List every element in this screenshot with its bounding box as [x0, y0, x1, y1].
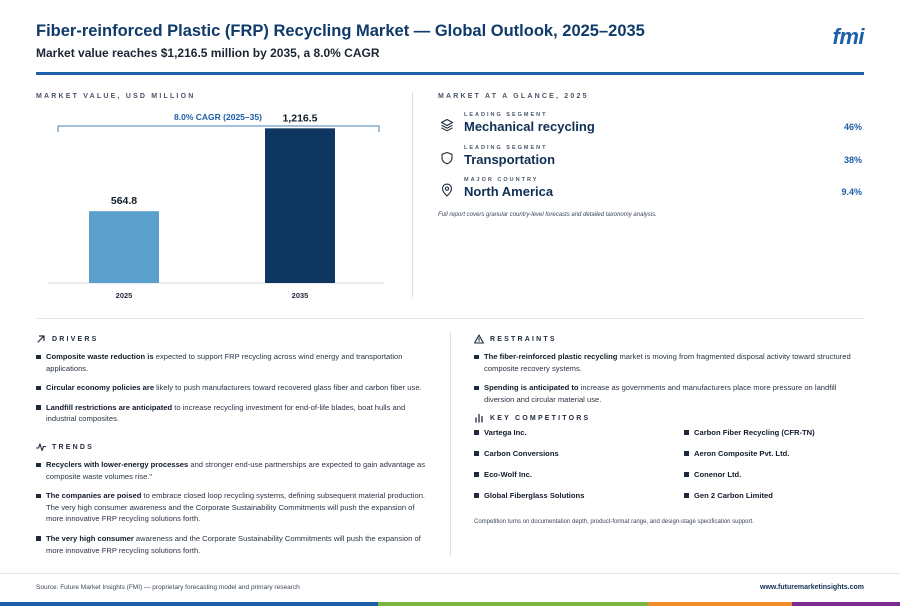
- competitor-item: Aeron Composite Pvt. Ltd.: [684, 449, 864, 458]
- bar-value-label: 564.8: [111, 195, 137, 207]
- glance-share: 38%: [843, 155, 862, 165]
- competitor-item: Conenor Ltd.: [684, 470, 864, 479]
- bar-chart-icon: [475, 413, 483, 423]
- glance-row-segment: LEADING SEGMENT Mechanical recycling 46%: [438, 112, 864, 142]
- glance-label: MARKET AT A GLANCE, 2025: [438, 93, 589, 100]
- glance-kicker: LEADING SEGMENT: [464, 145, 548, 151]
- website-link[interactable]: www.futuremarketinsights.com: [760, 584, 864, 591]
- glance-note: Full report covers granular country-leve…: [438, 212, 657, 218]
- page-subtitle: Market value reaches $1,216.5 million by…: [36, 46, 380, 60]
- shield-icon: [441, 151, 453, 165]
- brand-logo: fmi: [832, 24, 865, 49]
- glance-kicker: LEADING SEGMENT: [464, 112, 548, 118]
- glance-value: Mechanical recycling: [464, 119, 595, 134]
- section-divider: [450, 332, 451, 556]
- list-item: The companies are poised to embrace clos…: [36, 490, 428, 525]
- glance-row-country: MAJOR COUNTRY North America 9.4%: [438, 177, 864, 207]
- competitor-item: Global Fiberglass Solutions: [474, 491, 684, 500]
- competitors-note: Competition turns on documentation depth…: [474, 519, 754, 525]
- trends-list: Recyclers with lower-energy processes an…: [36, 459, 428, 564]
- competitor-item: Gen 2 Carbon Limited: [684, 491, 864, 500]
- drivers-label: DRIVERS: [52, 335, 99, 343]
- glance-share: 9.4%: [841, 187, 862, 197]
- warning-icon: [474, 334, 484, 344]
- list-item: Landfill restrictions are anticipated to…: [36, 402, 428, 425]
- footer-color-segment: [648, 602, 792, 606]
- drivers-list: Composite waste reduction is expected to…: [36, 351, 428, 433]
- trend-line-icon: [36, 443, 46, 452]
- glance-kicker: MAJOR COUNTRY: [464, 177, 539, 183]
- section-rule: [36, 318, 864, 319]
- header-rule: [36, 72, 864, 75]
- restraints-header: RESTRAINTS: [474, 334, 557, 344]
- footer-color-bar: [0, 602, 900, 606]
- list-item: The very high consumer awareness and the…: [36, 533, 428, 556]
- trends-label: TRENDS: [52, 443, 94, 451]
- competitor-item: Vartega Inc.: [474, 428, 684, 437]
- glance-value: North America: [464, 184, 554, 199]
- footer-color-segment: [792, 602, 900, 606]
- glance-row-application: LEADING SEGMENT Transportation 38%: [438, 145, 864, 175]
- glance-value: Transportation: [464, 152, 556, 167]
- list-item: The fiber-reinforced plastic recycling m…: [474, 351, 864, 374]
- bar-2035: [265, 128, 335, 283]
- list-item: Recyclers with lower-energy processes an…: [36, 459, 428, 482]
- restraints-list: The fiber-reinforced plastic recycling m…: [474, 351, 864, 413]
- page-title: Fiber-reinforced Plastic (FRP) Recycling…: [36, 22, 645, 40]
- source-note: Source: Future Market Insights (FMI) — p…: [36, 584, 300, 591]
- footer-color-segment: [378, 602, 648, 606]
- glance-share: 46%: [843, 122, 862, 132]
- competitors-grid: Vartega Inc. Carbon Fiber Recycling (CFR…: [474, 428, 864, 500]
- competitor-item: Carbon Fiber Recycling (CFR-TN): [684, 428, 864, 437]
- competitors-header: KEY COMPETITORS: [474, 413, 590, 423]
- footer-color-segment: [0, 602, 378, 606]
- drivers-header: DRIVERS: [36, 334, 99, 344]
- map-pin-icon: [441, 183, 453, 197]
- panel-divider: [412, 92, 413, 297]
- cagr-bracket: [57, 125, 380, 132]
- competitors-label: KEY COMPETITORS: [490, 414, 591, 422]
- arrow-up-right-icon: [37, 335, 45, 343]
- market-value-chart: 8.0% CAGR (2025–35) 564.8 2025 1,216.5 2035: [48, 112, 384, 300]
- bar-value-label: 1,216.5: [282, 112, 317, 124]
- list-item: Composite waste reduction is expected to…: [36, 351, 428, 374]
- footer-rule: [0, 573, 900, 574]
- trends-header: TRENDS: [36, 442, 94, 452]
- bar-2025: [89, 211, 159, 283]
- list-item: Spending is anticipated to increase as g…: [474, 382, 864, 405]
- market-value-label: MARKET VALUE, USD MILLION: [36, 93, 196, 100]
- x-tick-label: 2035: [292, 291, 309, 300]
- list-item: Circular economy policies are likely to …: [36, 382, 428, 394]
- competitor-item: Carbon Conversions: [474, 449, 684, 458]
- cagr-annotation: 8.0% CAGR (2025–35): [174, 112, 262, 122]
- x-tick-label: 2025: [116, 291, 133, 300]
- restraints-label: RESTRAINTS: [490, 335, 557, 343]
- competitor-item: Eco-Wolf Inc.: [474, 470, 684, 479]
- layers-icon: [440, 118, 454, 132]
